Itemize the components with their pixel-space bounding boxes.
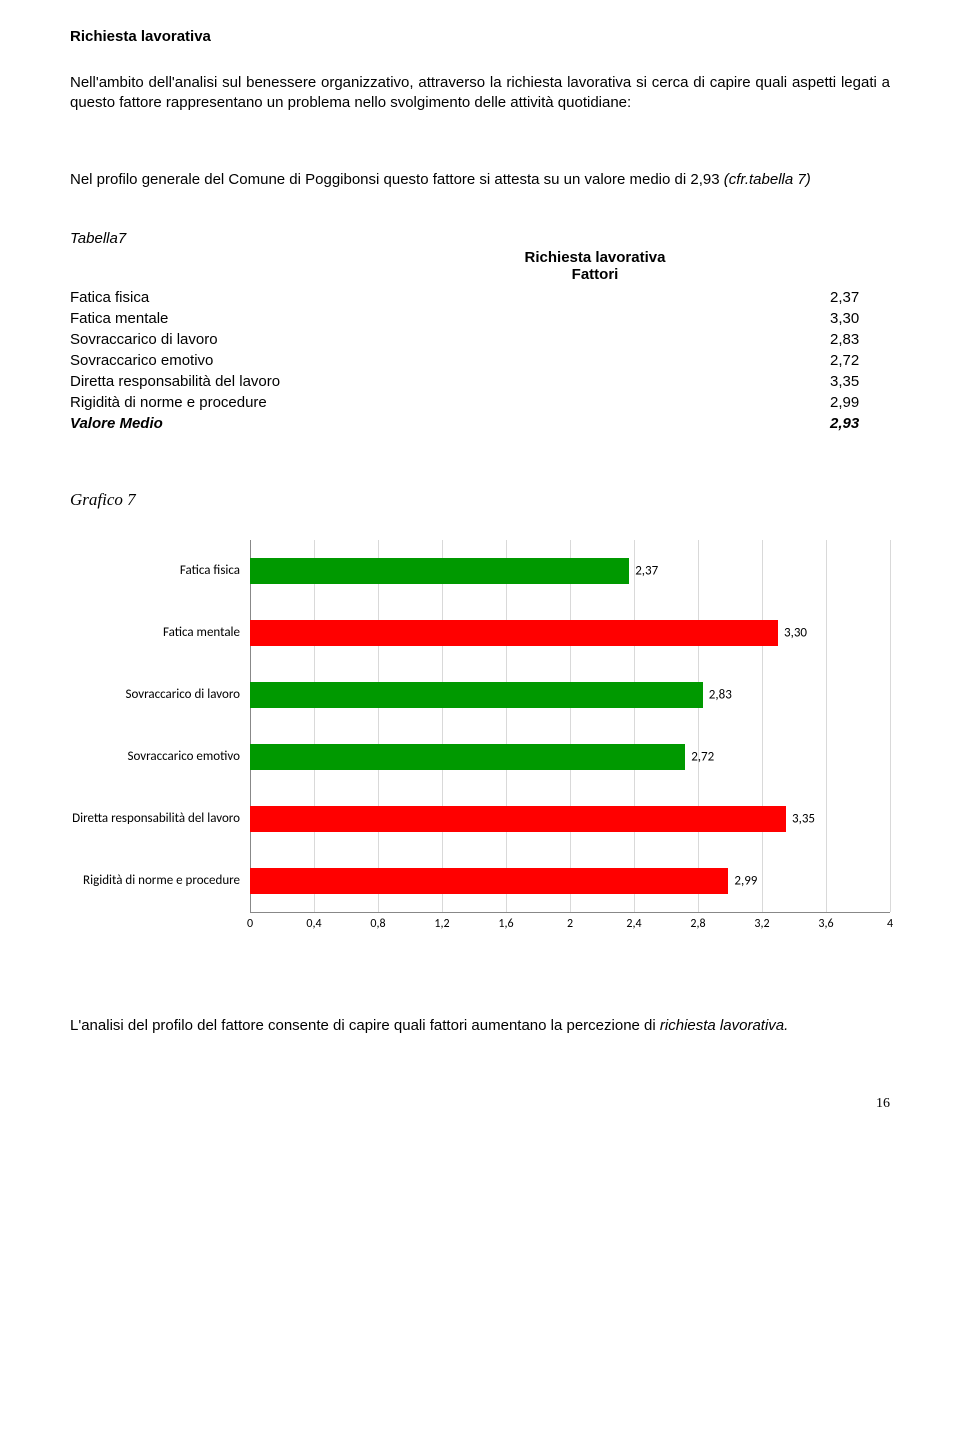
middle-text-ref: (cfr.tabella 7) <box>724 171 811 188</box>
valore-medio-row: Valore Medio 2,93 <box>70 413 890 434</box>
factor-value: 2,83 <box>830 329 890 350</box>
factor-label: Diretta responsabilità del lavoro <box>70 371 280 392</box>
table-title: Richiesta lavorativa <box>300 249 890 266</box>
factor-label: Sovraccarico di lavoro <box>70 329 218 350</box>
conclusion-text-1: L'analisi del profilo del fattore consen… <box>70 1017 660 1034</box>
chart-bar-value: 2,83 <box>703 687 732 702</box>
chart-bars: Fatica fisica 2,37 Fatica mentale 3,30 Sovra… <box>70 540 890 912</box>
chart-plot-cell: 2,72 <box>250 726 890 788</box>
chart-row: Sovraccarico emotivo 2,72 <box>70 726 890 788</box>
chart-bar-value: 2,99 <box>728 873 757 888</box>
table-label: Tabella7 <box>70 230 890 247</box>
chart-x-tick: 1,2 <box>434 917 449 931</box>
chart-y-label: Sovraccarico emotivo <box>70 749 250 764</box>
valore-medio-value: 2,93 <box>830 413 890 434</box>
table-row: Sovraccarico emotivo 2,72 <box>70 350 890 371</box>
intro-paragraph: Nell'ambito dell'analisi sul benessere o… <box>70 73 890 114</box>
conclusion-paragraph: L'analisi del profilo del fattore consen… <box>70 1016 890 1036</box>
chart-x-tick: 0,4 <box>306 917 321 931</box>
chart-row: Fatica mentale 3,30 <box>70 602 890 664</box>
table-subtitle: Fattori <box>300 266 890 283</box>
conclusion-text-2: richiesta lavorativa. <box>660 1017 788 1034</box>
factor-value: 2,72 <box>830 350 890 371</box>
valore-medio-label: Valore Medio <box>70 413 163 434</box>
chart-x-tick: 2 <box>567 917 573 931</box>
chart-bar-value: 3,30 <box>778 625 807 640</box>
page-title: Richiesta lavorativa <box>70 28 890 45</box>
chart-plot-cell: 3,30 <box>250 602 890 664</box>
chart-bar-value: 2,72 <box>685 749 714 764</box>
chart-x-tick: 2,8 <box>690 917 705 931</box>
factor-value: 2,37 <box>830 287 890 308</box>
chart-x-tick: 3,2 <box>754 917 769 931</box>
chart-plot-cell: 2,99 <box>250 850 890 912</box>
chart-bar <box>250 868 728 894</box>
grafico-label: Grafico 7 <box>70 490 890 510</box>
factor-value: 2,99 <box>830 392 890 413</box>
chart-x-tick: 4 <box>887 917 893 931</box>
factor-label: Sovraccarico emotivo <box>70 350 213 371</box>
chart-y-label: Sovraccarico di lavoro <box>70 687 250 702</box>
chart-bar <box>250 806 786 832</box>
chart-x-tick: 3,6 <box>818 917 833 931</box>
chart-bar-value: 2,37 <box>629 563 658 578</box>
chart-x-tick: 0,8 <box>370 917 385 931</box>
chart-bar <box>250 558 629 584</box>
factor-value: 3,30 <box>830 308 890 329</box>
factor-value: 3,35 <box>830 371 890 392</box>
chart-bar <box>250 620 778 646</box>
chart-plot-cell: 2,83 <box>250 664 890 726</box>
chart-y-label: Diretta responsabilità del lavoro <box>70 811 250 826</box>
chart-x-axis: 0 0,4 0,8 1,2 1,6 2 2,4 2,8 3,2 3,6 4 <box>250 912 890 936</box>
chart-plot-cell: 2,37 <box>250 540 890 602</box>
page-number: 16 <box>70 1096 890 1112</box>
chart-row: Fatica fisica 2,37 <box>70 540 890 602</box>
chart-y-label: Fatica fisica <box>70 563 250 578</box>
middle-paragraph: Nel profilo generale del Comune di Poggi… <box>70 170 890 190</box>
factor-label: Rigidità di norme e procedure <box>70 392 267 413</box>
middle-text-1: Nel profilo generale del Comune di Poggi… <box>70 171 724 188</box>
chart-y-label: Rigidità di norme e procedure <box>70 873 250 888</box>
table-row: Rigidità di norme e procedure 2,99 <box>70 392 890 413</box>
chart-bar <box>250 682 703 708</box>
chart-bar <box>250 744 685 770</box>
factor-label: Fatica mentale <box>70 308 168 329</box>
factor-label: Fatica fisica <box>70 287 149 308</box>
bar-chart: Fatica fisica 2,37 Fatica mentale 3,30 Sovra… <box>70 540 890 936</box>
chart-plot-cell: 3,35 <box>250 788 890 850</box>
table-row: Sovraccarico di lavoro 2,83 <box>70 329 890 350</box>
chart-y-label: Fatica mentale <box>70 625 250 640</box>
chart-row: Rigidità di norme e procedure 2,99 <box>70 850 890 912</box>
chart-row: Sovraccarico di lavoro 2,83 <box>70 664 890 726</box>
chart-bar-value: 3,35 <box>786 811 815 826</box>
chart-x-tick: 1,6 <box>498 917 513 931</box>
factors-table: Fatica fisica2,37Fatica mentale3,30Sovra… <box>70 287 890 413</box>
chart-row: Diretta responsabilità del lavoro 3,35 <box>70 788 890 850</box>
chart-x-tick: 2,4 <box>626 917 641 931</box>
table-row: Fatica fisica 2,37 <box>70 287 890 308</box>
chart-x-tick: 0 <box>247 917 253 931</box>
table-row: Fatica mentale 3,30 <box>70 308 890 329</box>
table-row: Diretta responsabilità del lavoro 3,35 <box>70 371 890 392</box>
